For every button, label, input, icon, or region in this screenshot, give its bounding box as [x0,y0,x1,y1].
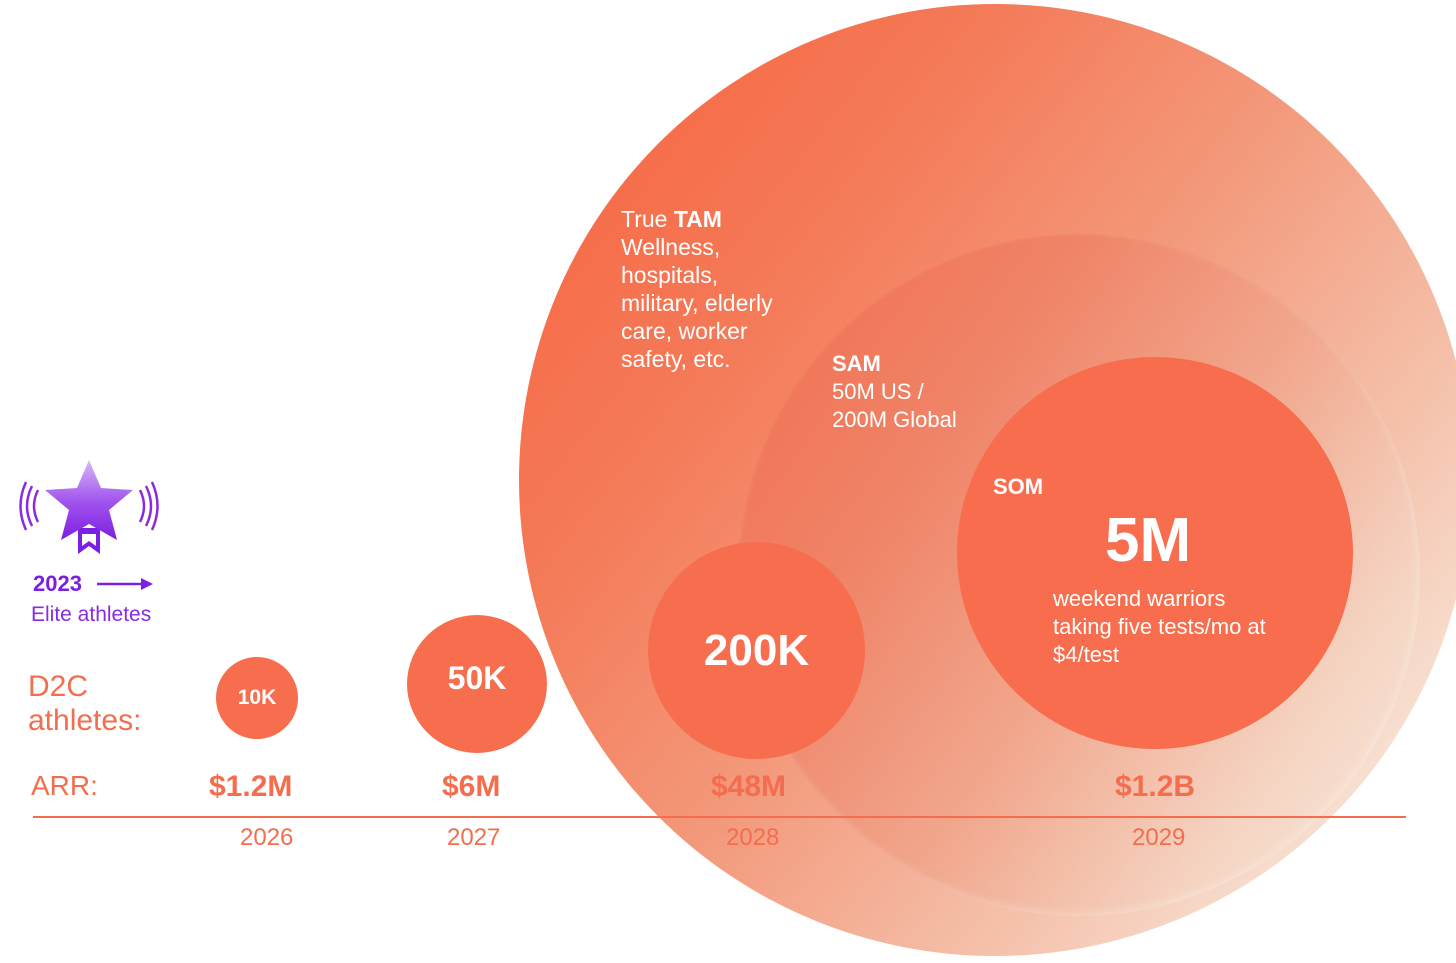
som-line: $4/test [1053,642,1120,667]
athletes-value: 10K [237,686,277,709]
som-circle [957,357,1353,749]
year-label: 2027 [447,824,501,851]
badge-year: 2023 [33,571,82,596]
arr-label: ARR: [31,770,98,801]
year-label: 2028 [726,824,780,851]
tam-line: military, elderly [621,290,773,316]
arr-value: $48M [711,770,787,803]
tam-line: Wellness, [621,234,721,260]
timeline-axis [33,816,1406,818]
d2c-athletes-label: D2C athletes: [28,670,141,738]
sam-line: 50M US / [832,379,924,404]
tam-title: TAM [673,206,722,232]
arr-value: $1.2B [1115,770,1196,803]
sam-line: 200M Global [832,407,957,432]
arrow-right-icon [97,576,155,592]
star-badge-icon [16,456,162,564]
som-line: weekend warriors [1053,586,1226,611]
d2c-line: D2C [28,670,89,703]
athletes-value: 50K [447,659,507,696]
tam-line: care, worker [621,318,748,344]
year-label: 2026 [240,824,294,851]
sam-label: SAM 50M US / 200M Global [832,350,957,434]
athletes-bubble-2026: 10K [216,657,298,739]
athletes-bubble-2027: 50K [407,615,547,753]
tam-label: True TAM Wellness, hospitals, military, … [621,206,773,372]
som-description: weekend warriors taking five tests/mo at… [1053,585,1313,669]
som-line: taking five tests/mo at [1053,614,1266,639]
som-value: 5M [1105,506,1192,575]
year-label: 2029 [1132,824,1186,851]
arr-value: $1.2M [209,770,293,803]
arr-value: $6M [442,770,501,803]
badge-label: Elite athletes [31,603,152,626]
sam-title: SAM [832,351,881,376]
athletes-value: 200K [703,625,810,675]
som-title: SOM [993,474,1044,499]
athletes-bubble-2028: 200K [648,542,865,759]
tam-line: safety, etc. [621,346,731,372]
tam-line: hospitals, [621,262,719,288]
d2c-line: athletes: [28,704,142,737]
